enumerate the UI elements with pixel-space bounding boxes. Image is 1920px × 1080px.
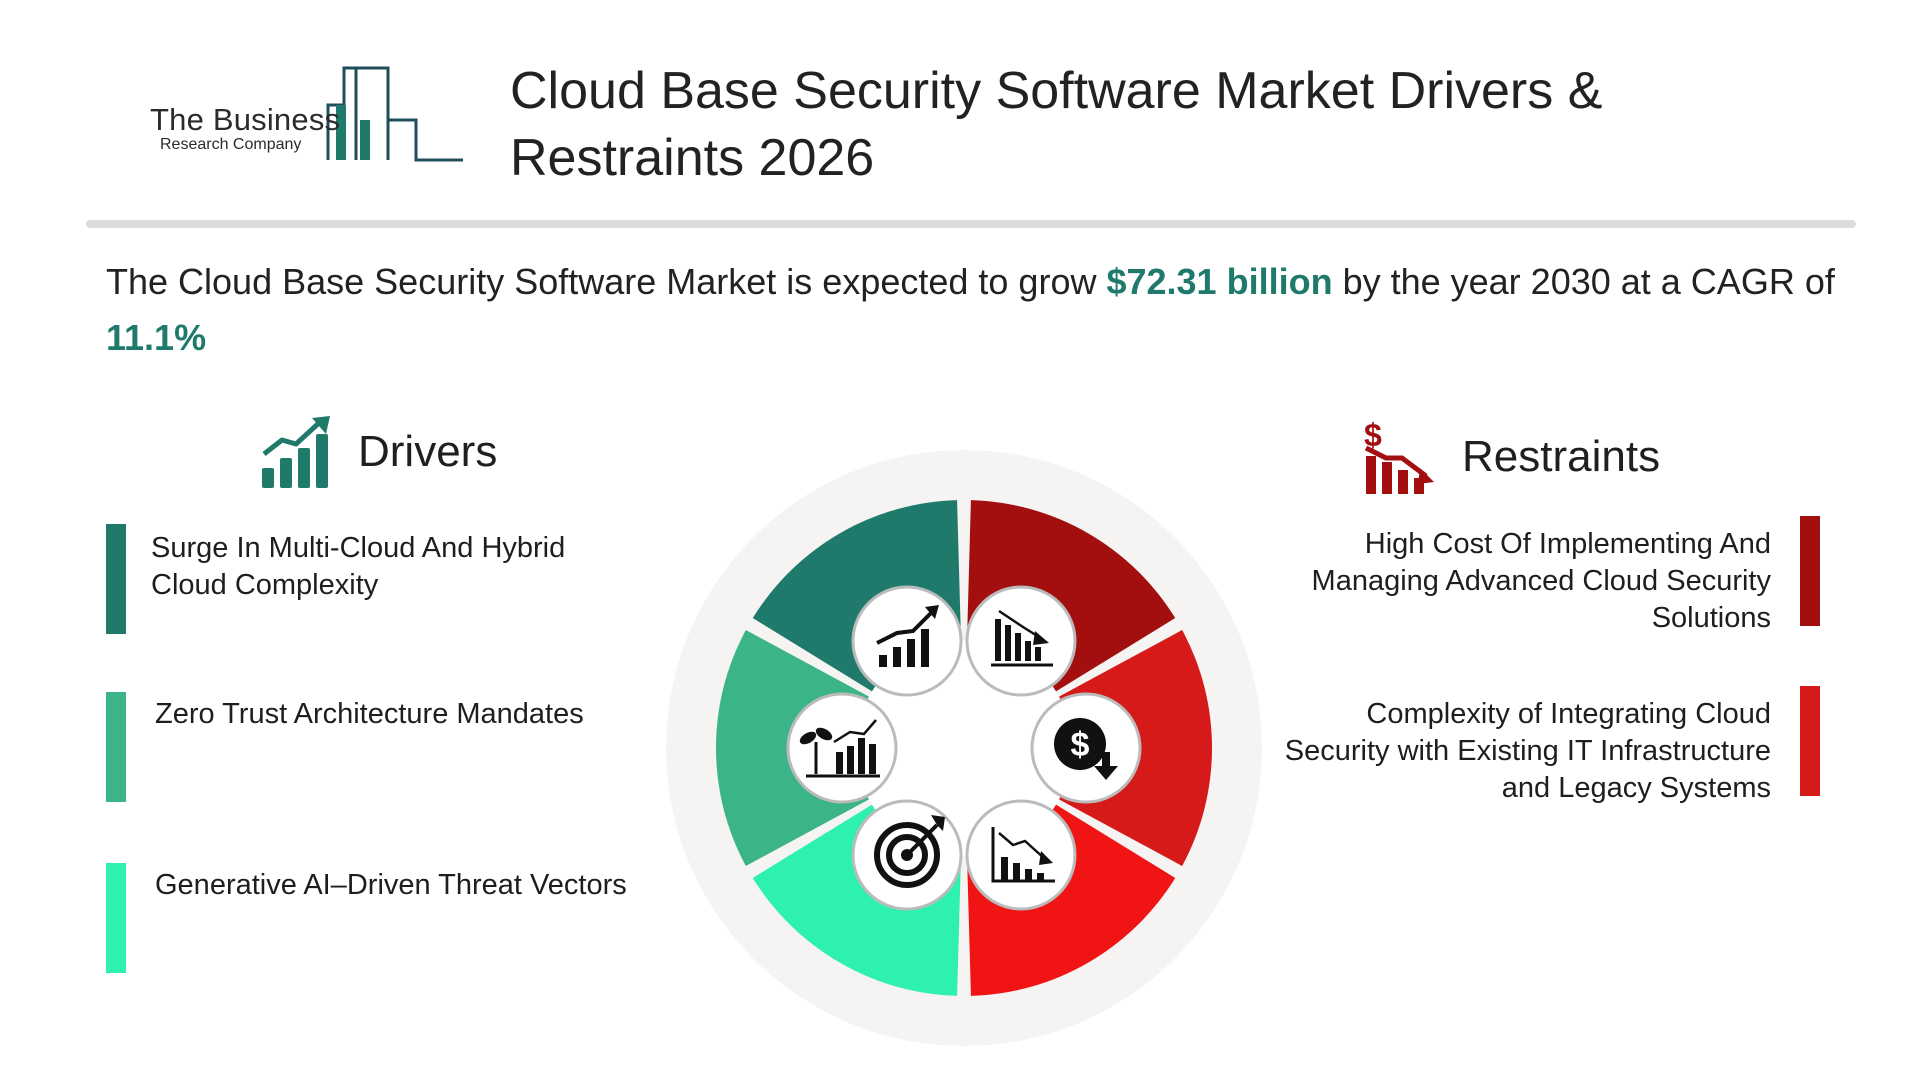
market-value: $72.31 billion: [1106, 261, 1333, 302]
dollar-decline-chart-icon: $: [1364, 418, 1434, 494]
restraint-text: High Cost Of Implementing And Managing A…: [1311, 528, 1771, 634]
declining-bar-chart-icon: [965, 585, 1077, 697]
restraint-color-bar: [1800, 516, 1820, 626]
target-icon: [851, 799, 963, 911]
company-logo: The Business Research Company: [148, 60, 468, 170]
market-summary: The Cloud Base Security Software Market …: [106, 254, 1856, 366]
dollar-down-icon: $: [1030, 692, 1142, 804]
wheel-icon-growth: growth-chart-icon: [851, 585, 963, 697]
svg-text:$: $: [1071, 726, 1090, 764]
restraint-text: Complexity of Integrating Cloud Security…: [1284, 698, 1771, 804]
logo-text-line1: The Business: [150, 102, 341, 137]
logo-text-line2: Research Company: [160, 136, 302, 153]
summary-middle: by the year 2030 at a CAGR of: [1332, 261, 1835, 302]
title-divider: [86, 220, 1856, 228]
summary-prefix: The Cloud Base Security Software Market …: [106, 261, 1107, 302]
driver-text: Generative AI–Driven Threat Vectors: [155, 869, 627, 901]
drivers-label: Drivers: [358, 427, 498, 476]
restraints-label: Restraints: [1462, 432, 1661, 481]
logo-buildings-icon: [326, 66, 463, 162]
drivers-heading: Drivers: [260, 414, 497, 490]
restraints-heading: $ Restraints: [1362, 418, 1660, 496]
driver-color-bar: [106, 692, 126, 802]
driver-color-bar: [106, 863, 126, 973]
page-title: Cloud Base Security Software Market Driv…: [510, 62, 1603, 187]
declining-line-chart-icon: [965, 799, 1077, 911]
growth-chart-icon: [262, 416, 330, 488]
driver-text: Zero Trust Architecture Mandates: [155, 698, 584, 730]
cagr-value: 11.1%: [106, 317, 207, 358]
svg-text:$: $: [1364, 418, 1382, 453]
drivers-restraints-wheel: growth-chart-icon $: [666, 450, 1262, 1046]
restraint-color-bar: [1800, 686, 1820, 796]
driver-color-bar: [106, 524, 126, 634]
plant-growth-chart-icon: [786, 692, 898, 804]
driver-text: Surge In Multi-Cloud And Hybrid Cloud Co…: [151, 532, 566, 601]
